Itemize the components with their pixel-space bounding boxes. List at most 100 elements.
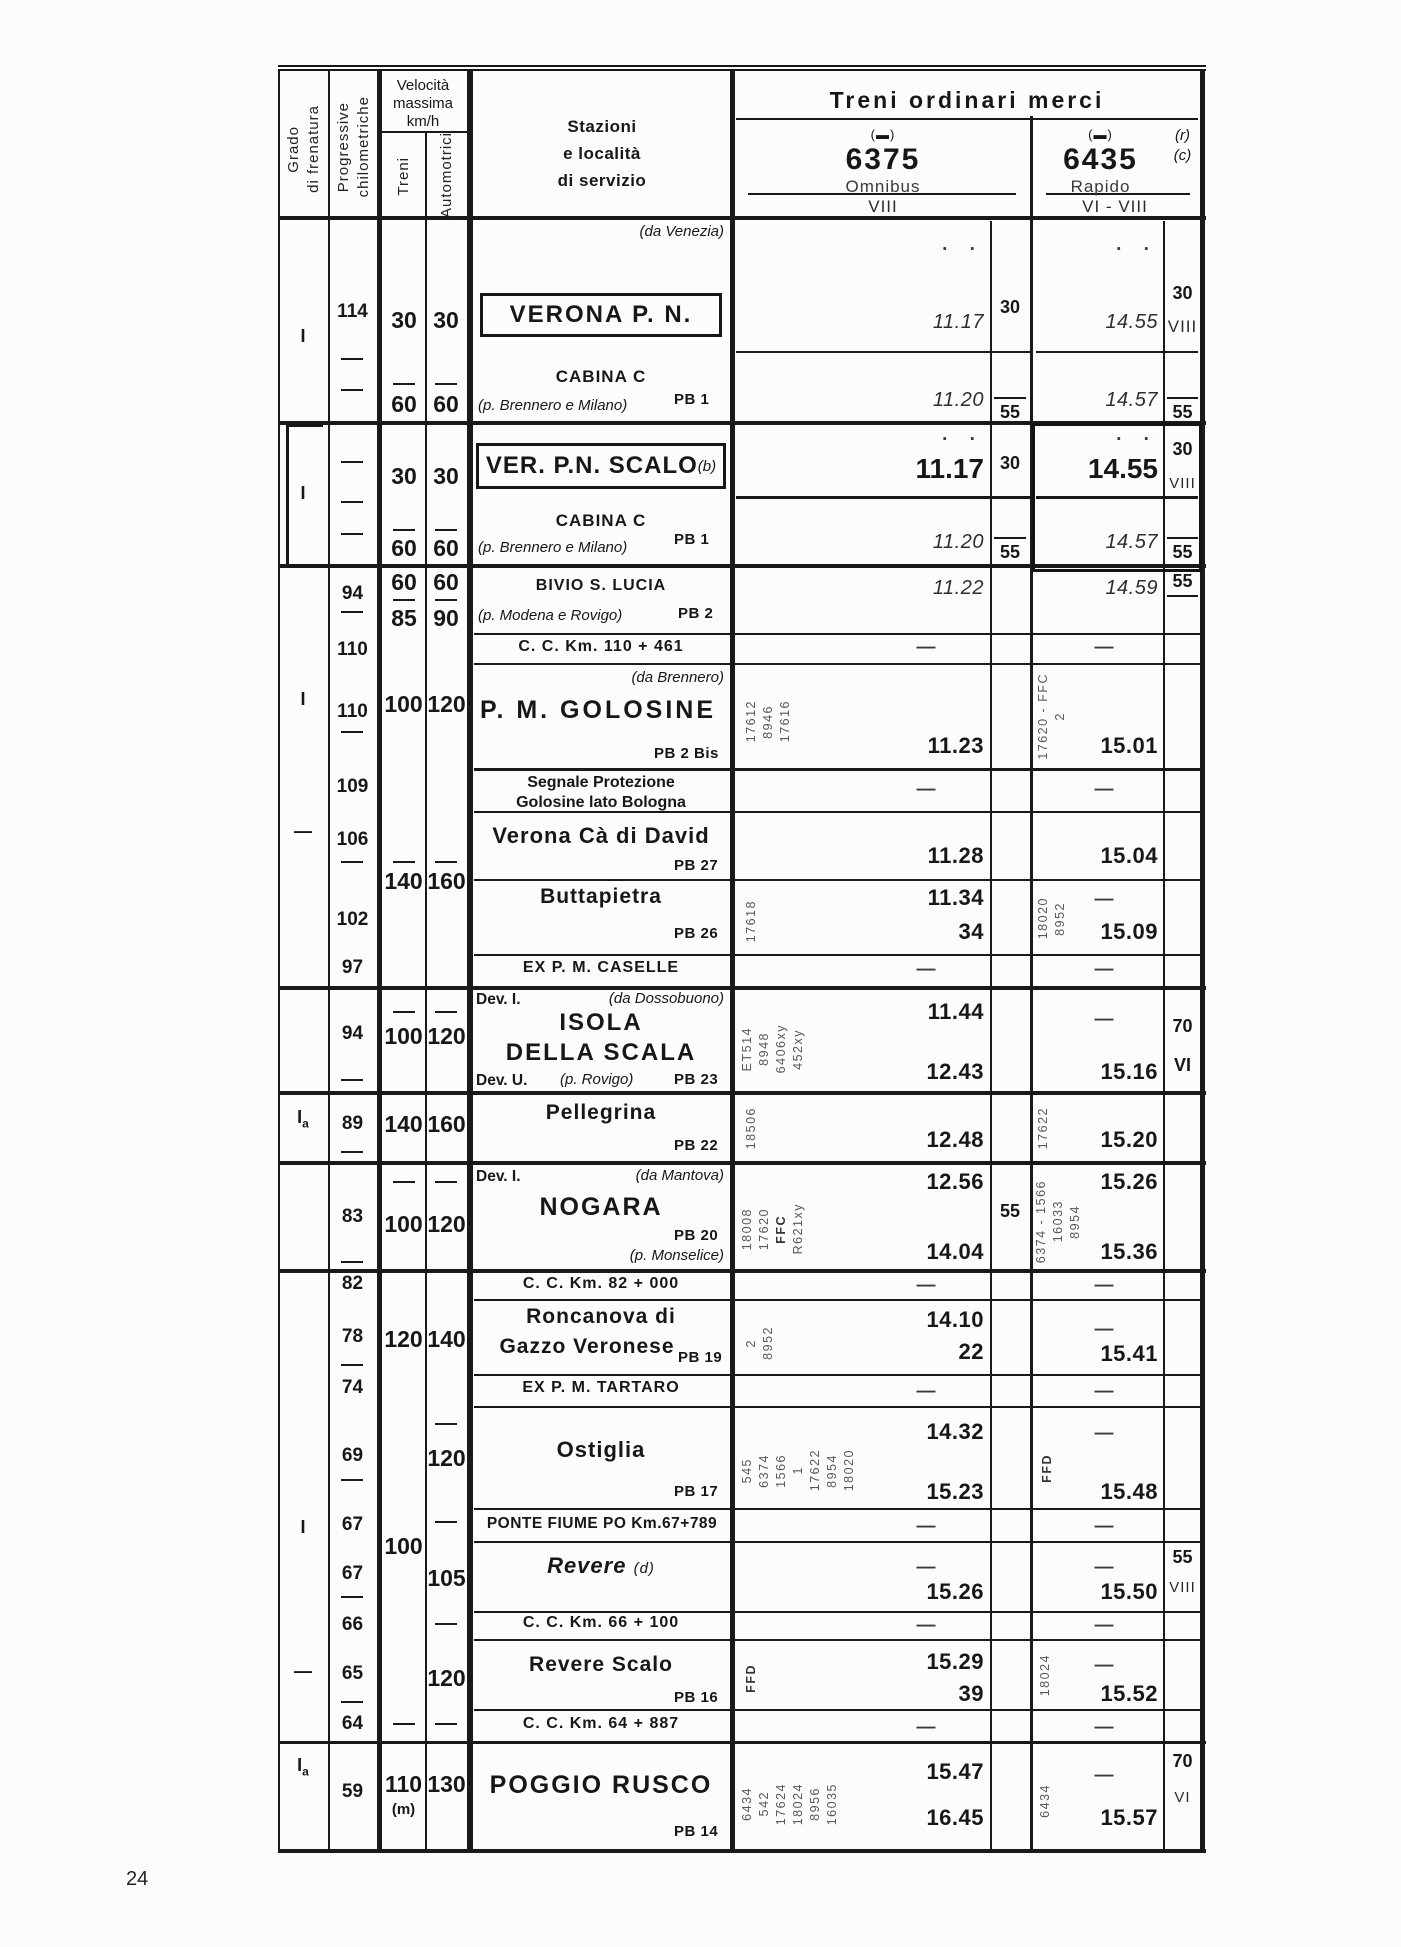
km-roncanova: 78 — [341, 1326, 364, 1347]
dash-6435-tartaro: — — [1094, 1381, 1114, 1402]
speed-treni-buttapietra: 140 — [384, 868, 423, 894]
pb-golosine: PB 2 Bis — [654, 745, 719, 762]
dash-6435-ponte: — — [1094, 1516, 1114, 1537]
time-6435-buttapietra: 15.09 — [1100, 919, 1158, 944]
margin-70-poggio: 70 — [1172, 1751, 1193, 1771]
block-rule — [278, 421, 1206, 425]
velocita-line2: massima — [392, 95, 453, 112]
station-verona-ca-di-david: Verona Cà di David — [492, 823, 710, 848]
ditto-6435-verona: · · — [1116, 239, 1158, 260]
time2-6375-poggio: 16.45 — [926, 1805, 984, 1830]
time2-6375-buttapietra: 34 — [958, 919, 984, 944]
margin-viii-revere: VIII — [1169, 1579, 1196, 1596]
speed-auto-bivio-1: 60 — [433, 569, 459, 595]
time-6435-reverescalo: 15.52 — [1100, 1681, 1158, 1706]
origin-note-venezia: (da Venezia) — [639, 223, 725, 240]
dash-6435-reverescalo: — — [1094, 1655, 1114, 1676]
row-rule — [1036, 351, 1198, 353]
time1-6375-buttapietra: 11.34 — [927, 885, 984, 910]
station-isola-sub: (p. Rovigo) — [560, 1071, 634, 1088]
timetable: Grado di frenatura Progressive chilometr… — [278, 65, 1206, 1857]
col-rule-thick — [377, 71, 382, 1853]
train-type-6435: Rapido — [1070, 177, 1131, 196]
speed-auto-cabina1: 60 — [433, 391, 459, 417]
row-rule — [1036, 496, 1198, 499]
station-verona-pn: VERONA P. N. — [480, 293, 722, 337]
annot-6435-pellegrina: 17622 — [1036, 1106, 1050, 1150]
time2-6375-isola: 12.43 — [926, 1059, 984, 1084]
pb-cadavid: PB 27 — [674, 857, 719, 874]
tick — [341, 1261, 363, 1263]
class-overline — [1046, 193, 1190, 195]
grado-pellegrina: Ia — [297, 1107, 309, 1131]
annot-6375-reverescalo: FFD — [744, 1663, 758, 1693]
time-6375-bivio: 11.22 — [932, 577, 984, 599]
km-bivio: 94 — [341, 583, 364, 604]
speed-auto-reverescalo: 120 — [427, 1665, 466, 1691]
station-nogara-sub: (p. Monselice) — [629, 1247, 724, 1264]
row-rule — [474, 768, 1200, 771]
speed-auto-buttapietra: 160 — [427, 868, 466, 894]
row-rule — [474, 1508, 1200, 1510]
time2-6375-roncanova: 22 — [958, 1339, 984, 1364]
km-cadavid: 106 — [336, 829, 369, 850]
header-underline — [736, 118, 1198, 120]
margin-vi-isola: VI — [1173, 1055, 1191, 1075]
speed-treni-bivio-1: 60 — [391, 569, 417, 595]
km-ostiglia: 69 — [341, 1445, 364, 1466]
note-r: (r) — [1175, 127, 1190, 144]
time-6435-isola: 15.16 — [1100, 1059, 1158, 1084]
time-6375-cabina1: 11.20 — [932, 389, 984, 411]
km-cc82: 82 — [341, 1273, 364, 1294]
block-rule — [278, 1091, 1206, 1095]
station-bivio-sub: (p. Modena e Rovigo) — [478, 607, 623, 624]
pb-pellegrina: PB 22 — [674, 1137, 719, 1154]
grado-scalo: I — [300, 483, 306, 503]
freight-train-icon: (▬) — [870, 127, 896, 142]
subcol-rule — [990, 221, 992, 1849]
time-6435-cabina2: 14.57 — [1105, 531, 1158, 553]
km-cc66: 66 — [341, 1614, 364, 1635]
grado-poggio: Ia — [297, 1755, 309, 1779]
dash-6435-poggio: — — [1094, 1765, 1114, 1786]
ditto-6375-scalo: · · — [942, 429, 984, 450]
km-buttapietra: 102 — [336, 909, 369, 930]
time-6435-cadavid: 15.04 — [1100, 843, 1158, 868]
km-ponte: 67 — [341, 1514, 364, 1535]
bold-frame-6435-scalo — [1032, 423, 1202, 572]
min-6435-bivio: 55 — [1167, 571, 1198, 597]
velocita-line1: Velocità — [396, 77, 450, 94]
km-tartaro: 74 — [341, 1377, 364, 1398]
tick — [435, 861, 457, 863]
pb-ostiglia: PB 17 — [674, 1483, 719, 1500]
speed-treni-poggio-note: (m) — [391, 1801, 416, 1818]
min-6375-cabina2: 55 — [994, 537, 1026, 563]
time-6375-cadavid: 11.28 — [927, 843, 984, 868]
tick — [435, 1011, 457, 1013]
row-rule — [474, 1709, 1200, 1711]
pb-isola: PB 23 — [674, 1071, 719, 1088]
stazioni-line3: di servizio — [557, 171, 647, 191]
treni-label: Treni — [394, 156, 412, 196]
tick — [393, 1181, 415, 1183]
dash-6435-roncanova: — — [1094, 1319, 1114, 1340]
grado-reverescalo: — — [294, 1661, 312, 1681]
grado-ponte: I — [300, 1517, 306, 1537]
tick — [341, 1479, 363, 1481]
station-bivio-s-lucia: BIVIO S. LUCIA — [535, 577, 667, 594]
speed-treni-bivio-2: 85 — [391, 605, 417, 631]
tick — [341, 731, 363, 733]
time-6375-pellegrina: 12.48 — [926, 1127, 984, 1152]
col-header-stazioni: Stazioni e località di servizio — [474, 113, 730, 195]
train-number-6435: 6435 — [1063, 143, 1138, 176]
speed-treni-poggio: 110 — [384, 1771, 423, 1797]
tick — [435, 1623, 457, 1625]
class-6435-verona: VIII — [1167, 317, 1198, 336]
annot-6375-isola: ET514 8948 6406xy 452xy — [740, 1024, 805, 1074]
speed-auto-ostiglia: 120 — [427, 1445, 466, 1471]
col-rule-thick — [730, 71, 735, 1853]
margin-vi-poggio: VI — [1174, 1789, 1191, 1806]
tick — [393, 599, 415, 601]
pb-nogara: PB 20 — [674, 1227, 719, 1244]
